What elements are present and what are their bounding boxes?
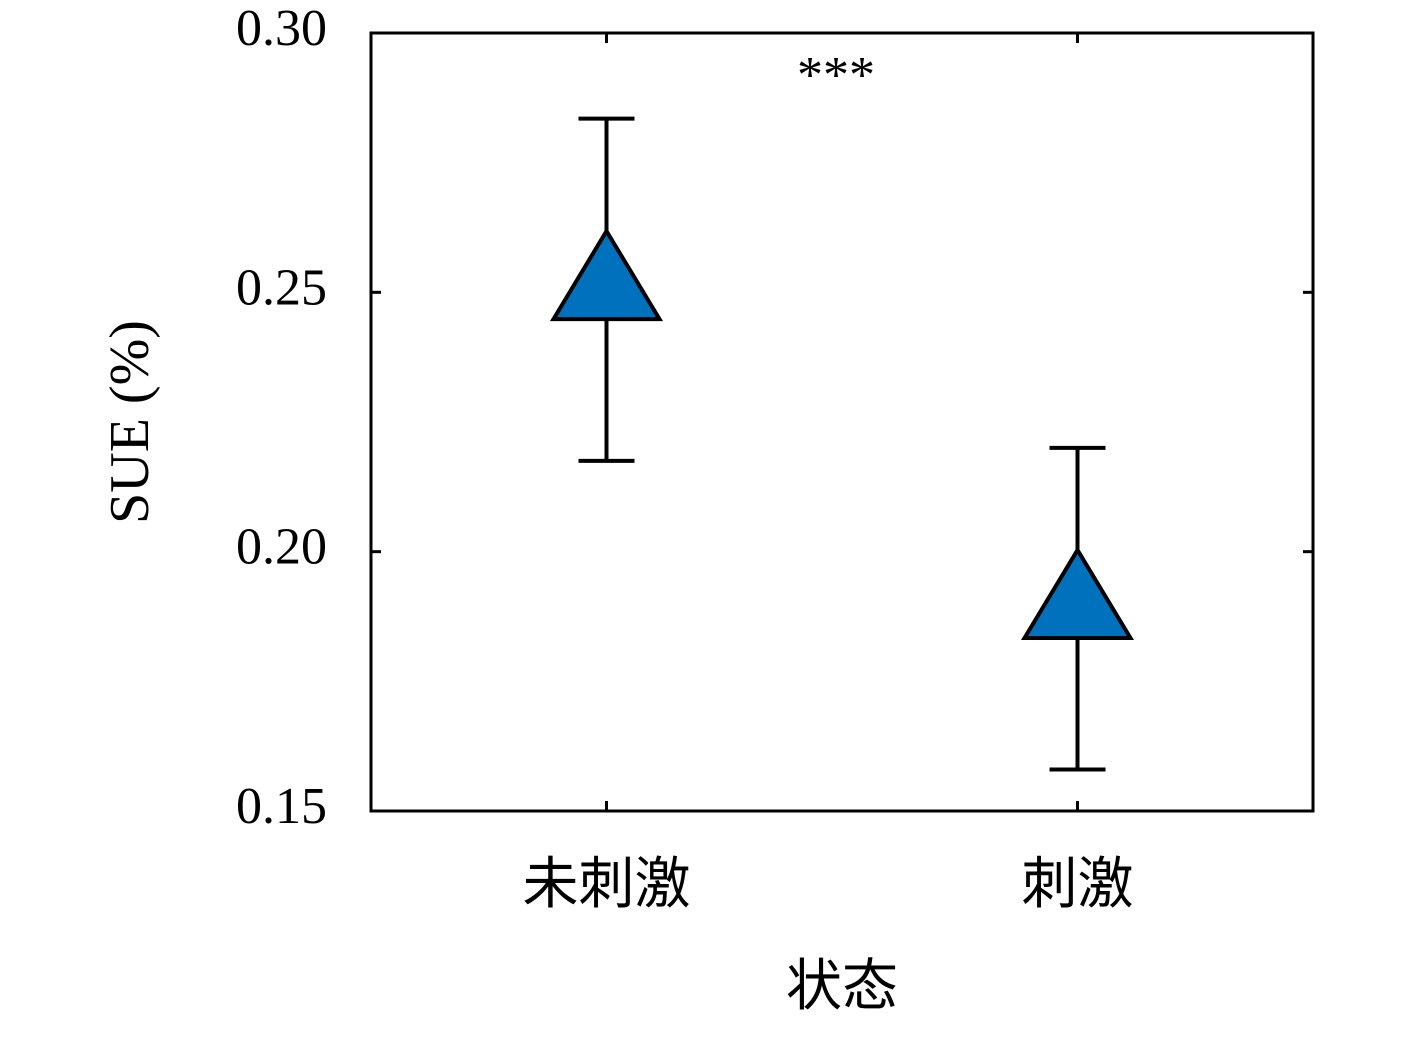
y-axis-label: SUE (%) [99,320,161,524]
y-tick-label: 0.30 [236,0,327,57]
significance-annotation: *** [797,47,875,104]
triangle-marker [549,227,664,322]
plot-frame [369,31,1315,813]
x-tick-label: 刺激 [1022,854,1134,916]
triangle-marker [1020,546,1135,641]
y-tick-label: 0.25 [236,259,327,316]
y-tick-label: 0.15 [236,778,327,835]
y-tick-label: 0.20 [236,519,327,576]
x-tick-label: 未刺激 [523,854,691,916]
x-axis-label: 状态 [786,956,898,1018]
